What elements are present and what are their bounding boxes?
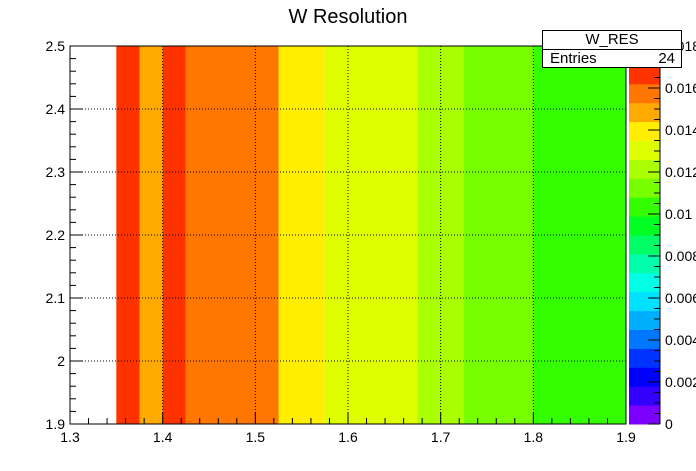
palette-swatch-10 xyxy=(629,216,660,236)
y-tick-label-0: 1.9 xyxy=(46,416,66,432)
palette-swatch-4 xyxy=(629,329,660,349)
x-tick-label-1: 1.4 xyxy=(153,429,173,445)
stats-title: W_RES xyxy=(543,31,681,50)
x-tick-label-3: 1.6 xyxy=(338,429,358,445)
palette-swatch-8 xyxy=(629,253,660,274)
palette-swatch-9 xyxy=(629,235,660,255)
palette-swatch-15 xyxy=(629,121,660,141)
chart-title: W Resolution xyxy=(289,6,408,28)
x-tick-label-0: 1.3 xyxy=(60,429,80,445)
y-tick-label-6: 2.5 xyxy=(46,38,66,54)
z-tick-label-5: 0.01 xyxy=(665,206,692,222)
y-axis: 1.9 2 2.1 2.2 2.3 2.4 2.5 xyxy=(46,38,82,432)
y-tick-label-5: 2.4 xyxy=(46,101,66,117)
stats-box: W_RES Entries 24 xyxy=(542,30,682,68)
palette-swatch-5 xyxy=(629,310,660,330)
palette-swatch-7 xyxy=(629,272,660,293)
heatmap-bin-2 xyxy=(162,46,186,424)
z-tick-label-1: 0.002 xyxy=(665,374,696,390)
palette-swatch-6 xyxy=(629,291,660,312)
stats-entries-label: Entries xyxy=(550,50,597,67)
y-tick-label-3: 2.2 xyxy=(46,227,66,243)
palette-swatch-16 xyxy=(629,102,660,123)
z-tick-label-2: 0.004 xyxy=(665,332,696,348)
z-tick-label-6: 0.012 xyxy=(665,164,696,180)
palette-swatch-12 xyxy=(629,178,660,198)
y-tick-label-2: 2.1 xyxy=(46,290,66,306)
z-tick-label-8: 0.016 xyxy=(665,80,696,96)
palette-swatch-18 xyxy=(629,64,660,85)
y-tick-label-1: 2 xyxy=(57,353,65,369)
heatmap-bins xyxy=(116,46,626,424)
z-tick-label-4: 0.008 xyxy=(665,248,696,264)
x-tick-label-4: 1.7 xyxy=(431,429,451,445)
z-tick-label-7: 0.014 xyxy=(665,122,696,138)
palette-swatch-14 xyxy=(629,140,660,160)
palette-swatch-13 xyxy=(629,159,660,179)
x-tick-label-6: 1.9 xyxy=(616,429,636,445)
heatmap-bin-7 xyxy=(463,46,534,424)
palette-swatch-1 xyxy=(629,386,660,406)
palette-swatch-0 xyxy=(629,405,660,425)
x-tick-label-2: 1.5 xyxy=(246,429,266,445)
y-tick-label-4: 2.3 xyxy=(46,164,66,180)
x-tick-label-5: 1.8 xyxy=(524,429,544,445)
z-tick-label-3: 0.006 xyxy=(665,290,696,306)
stats-entries-value: 24 xyxy=(658,50,675,67)
palette-swatch-2 xyxy=(629,367,660,387)
palette-swatch-11 xyxy=(629,197,660,217)
palette-swatch-3 xyxy=(629,348,660,368)
palette-swatch-17 xyxy=(629,83,660,104)
z-tick-label-0: 0 xyxy=(665,416,673,432)
z-axis: 0 0.002 0.004 0.006 0.008 0.01 0.012 0.014 0.016… xyxy=(648,38,696,432)
x-axis: 1.3 1.4 1.5 1.6 1.7 1.8 1.9 xyxy=(60,412,636,445)
grid-lines xyxy=(70,46,626,424)
